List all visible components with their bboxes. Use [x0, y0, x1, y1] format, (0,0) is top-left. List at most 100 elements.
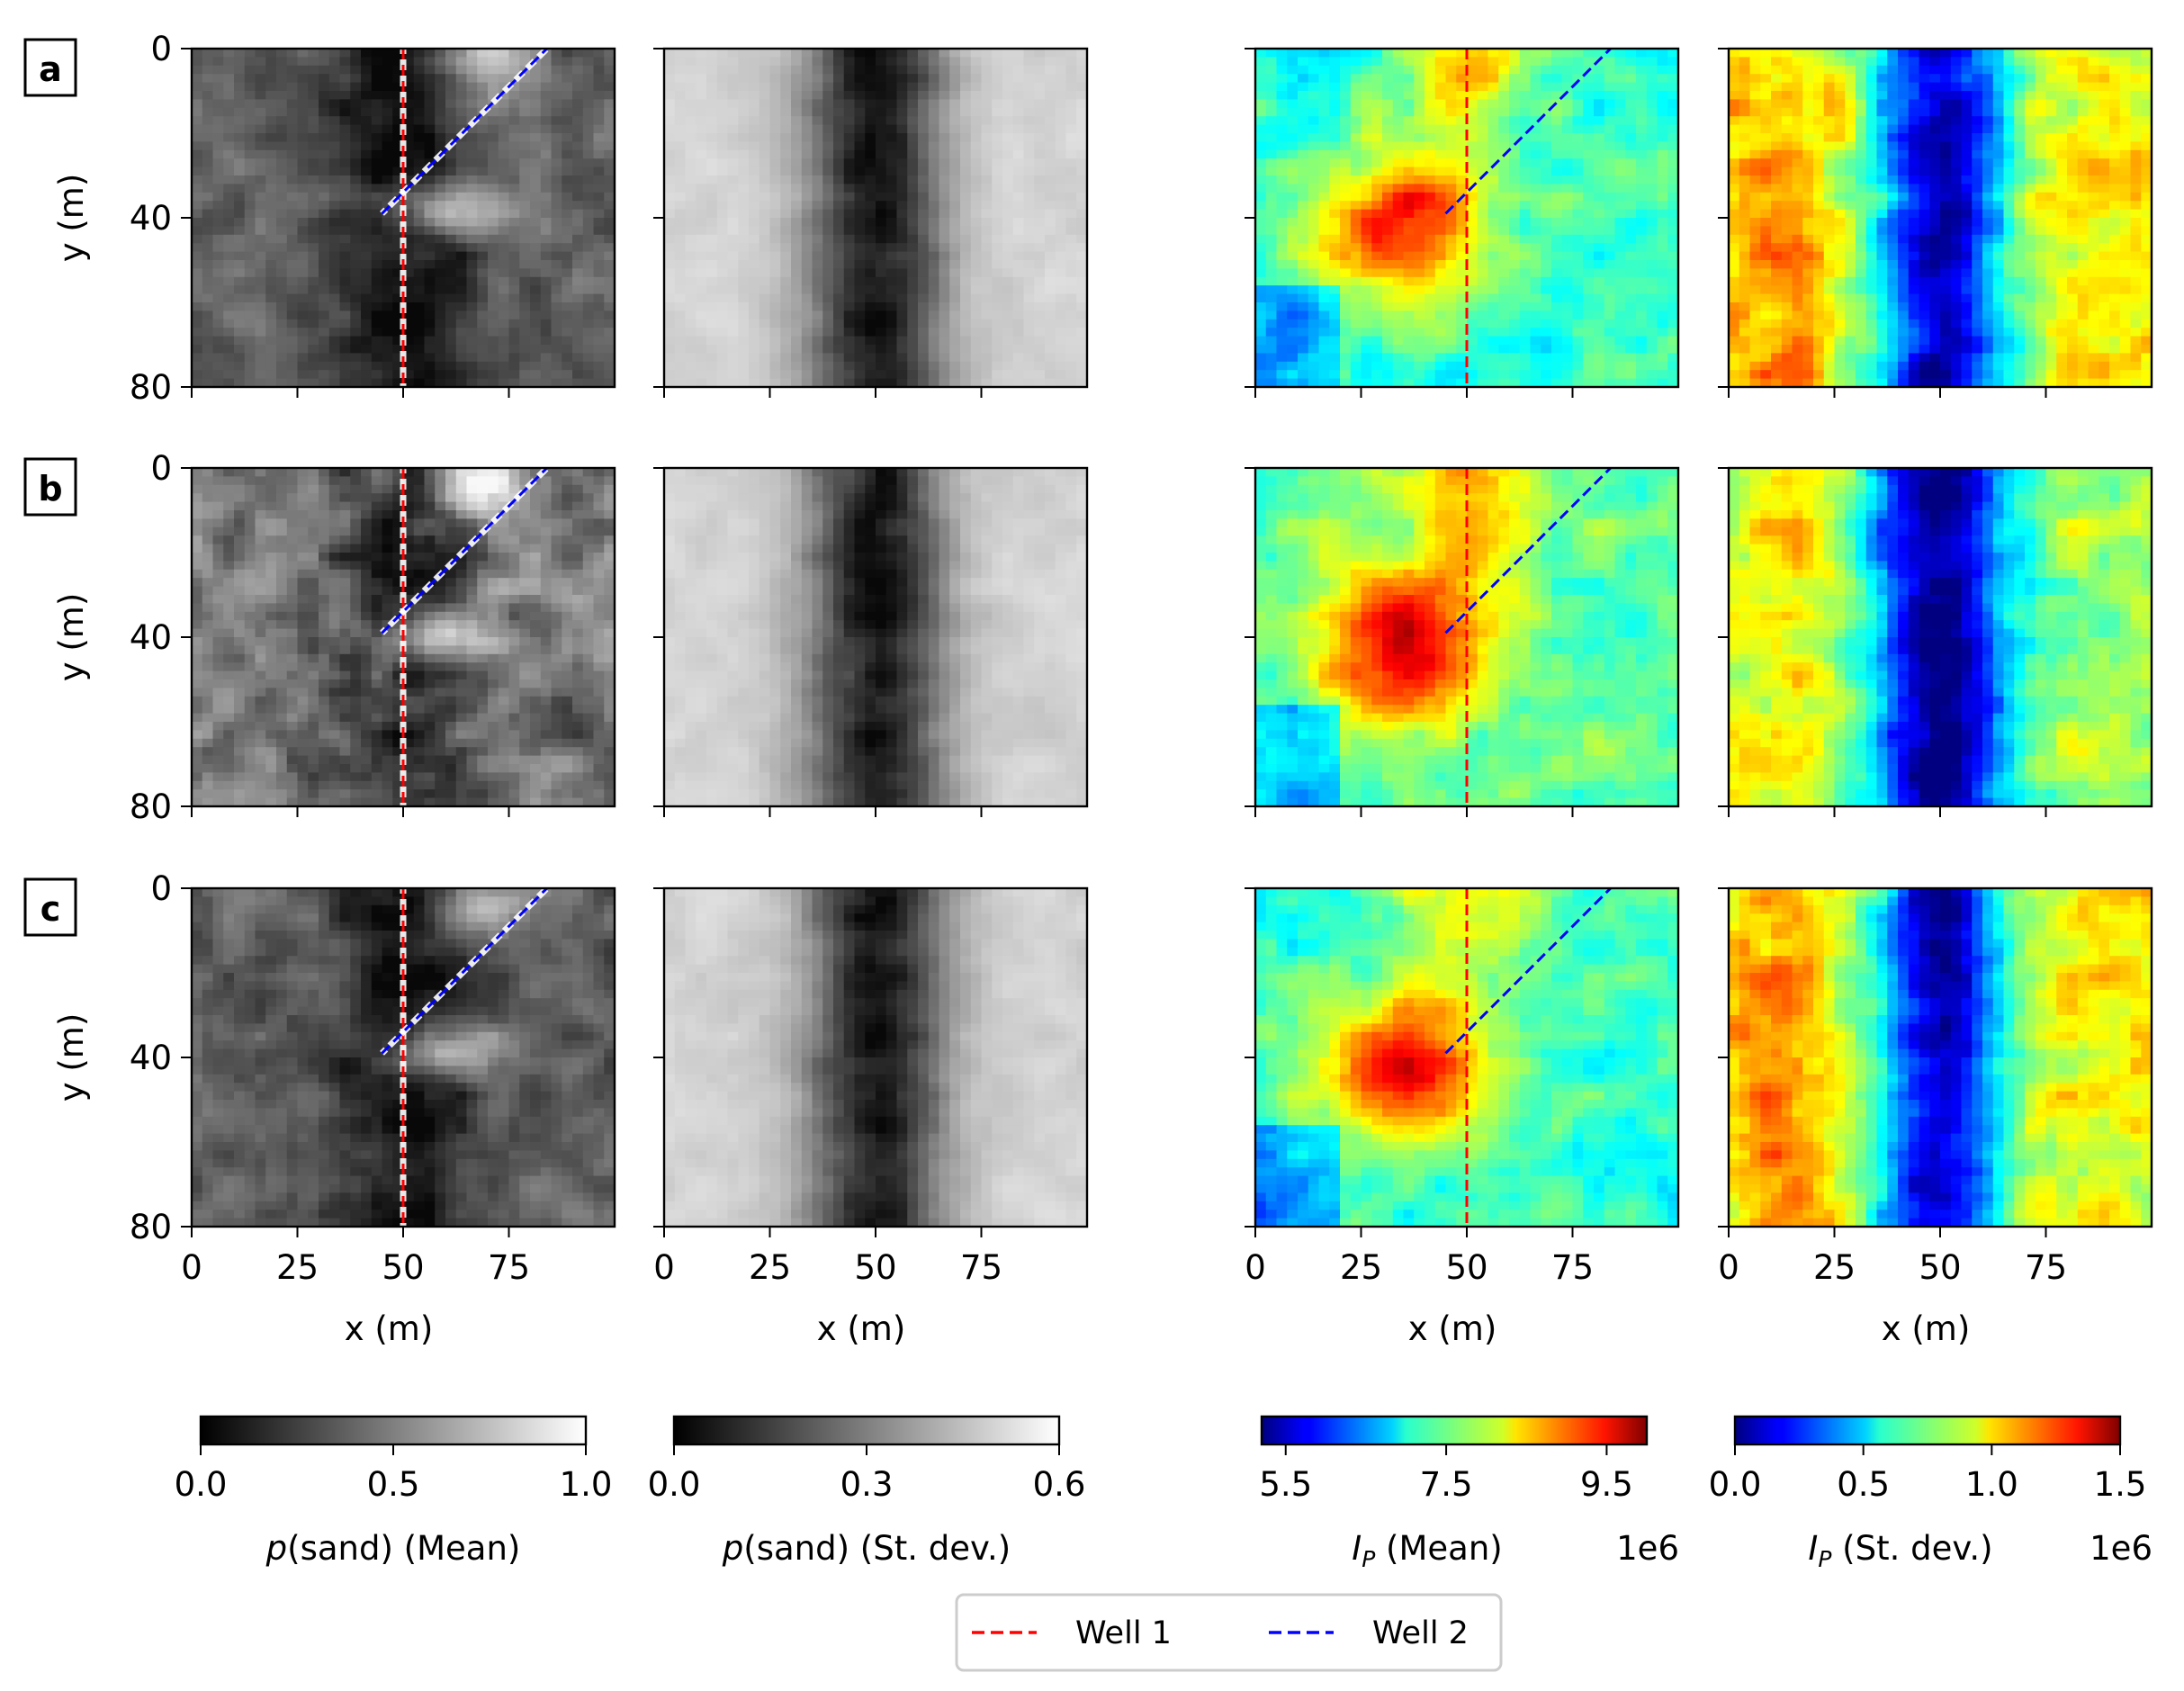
heatmap-cell — [1066, 99, 1077, 108]
heatmap-cell — [425, 66, 436, 75]
heatmap-cell — [562, 285, 572, 294]
heatmap-cell — [1255, 184, 1266, 193]
heatmap-cell — [1034, 125, 1045, 134]
heatmap-cell — [833, 116, 844, 125]
heatmap-cell — [594, 218, 605, 227]
heatmap-cell — [1362, 83, 1372, 92]
heatmap-cell — [1498, 167, 1509, 176]
heatmap-cell — [907, 184, 918, 193]
heatmap-cell — [675, 193, 686, 202]
heatmap-cell — [717, 91, 728, 100]
heatmap-cell — [855, 294, 866, 303]
heatmap-cell — [886, 252, 897, 261]
heatmap-cell — [456, 74, 467, 83]
heatmap-cell — [456, 99, 467, 108]
heatmap-cell — [223, 99, 234, 108]
heatmap-cell — [414, 353, 425, 362]
heatmap-cell — [276, 319, 287, 328]
heatmap-cell — [1446, 252, 1457, 261]
heatmap-cell — [1414, 218, 1425, 227]
heatmap-cell — [425, 125, 436, 134]
heatmap-cell — [886, 49, 897, 58]
heatmap-cell — [1446, 184, 1457, 193]
heatmap-cell — [213, 319, 224, 328]
heatmap-cell — [1488, 337, 1499, 346]
heatmap-cell — [530, 328, 541, 337]
heatmap-cell — [1509, 108, 1520, 117]
heatmap-cell — [1531, 362, 1541, 371]
heatmap-cell — [949, 353, 960, 362]
heatmap-cell — [298, 49, 309, 58]
heatmap-cell — [1340, 226, 1351, 235]
heatmap-cell — [1962, 66, 1973, 75]
heatmap-cell — [1404, 108, 1415, 117]
heatmap-cell — [770, 57, 781, 66]
heatmap-cell — [1319, 226, 1330, 235]
heatmap-cell — [1647, 167, 1658, 176]
heatmap-cell — [1446, 345, 1457, 354]
heatmap-cell — [2131, 74, 2142, 83]
heatmap-cell — [982, 133, 993, 142]
heatmap-cell — [897, 345, 908, 354]
heatmap-cell — [1658, 337, 1668, 346]
heatmap-cell — [686, 353, 697, 362]
heatmap-cell — [833, 184, 844, 193]
heatmap-cell — [1277, 184, 1288, 193]
heatmap-cell — [865, 328, 876, 337]
heatmap-cell — [1340, 302, 1351, 311]
heatmap-cell — [256, 310, 266, 319]
heatmap-cell — [1329, 91, 1340, 100]
heatmap-cell — [1266, 277, 1277, 286]
heatmap-cell — [982, 116, 993, 125]
heatmap-cell — [939, 184, 950, 193]
heatmap-cell — [706, 370, 717, 379]
heatmap-cell — [686, 337, 697, 346]
heatmap-cell — [488, 226, 499, 235]
heatmap-cell — [1551, 353, 1562, 362]
heatmap-cell — [749, 125, 759, 134]
heatmap-cell — [982, 167, 993, 176]
heatmap-cell — [234, 210, 245, 219]
heatmap-cell — [499, 252, 509, 261]
heatmap-cell — [696, 125, 706, 134]
heatmap-cell — [1066, 108, 1077, 117]
heatmap-cell — [1034, 218, 1045, 227]
heatmap-cell — [1531, 184, 1541, 193]
heatmap-cell — [1802, 83, 1813, 92]
heatmap-cell — [435, 268, 445, 277]
heatmap-cell — [918, 268, 929, 277]
heatmap-cell — [319, 226, 329, 235]
heatmap-cell — [604, 201, 615, 210]
heatmap-cell — [202, 83, 213, 92]
heatmap-cell — [1793, 49, 1803, 58]
heatmap-cell — [876, 57, 886, 66]
heatmap-cell — [1414, 99, 1425, 108]
heatmap-cell — [1594, 133, 1604, 142]
heatmap-cell — [256, 319, 266, 328]
heatmap-cell — [519, 302, 530, 311]
heatmap-cell — [1594, 158, 1604, 167]
heatmap-cell — [1382, 201, 1393, 210]
heatmap-cell — [1562, 260, 1573, 269]
heatmap-cell — [1760, 83, 1771, 92]
heatmap-cell — [1531, 243, 1541, 252]
heatmap-cell — [519, 108, 530, 117]
heatmap-cell — [519, 243, 530, 252]
heatmap-cell — [530, 277, 541, 286]
heatmap-cell — [982, 141, 993, 150]
heatmap-cell — [435, 201, 445, 210]
heatmap-cell — [1446, 83, 1457, 92]
heatmap-cell — [308, 74, 319, 83]
heatmap-cell — [1024, 99, 1035, 108]
heatmap-cell — [1425, 277, 1435, 286]
heatmap-cell — [287, 285, 298, 294]
heatmap-cell — [738, 345, 749, 354]
heatmap-cell — [308, 328, 319, 337]
heatmap-cell — [594, 226, 605, 235]
heatmap-cell — [1435, 277, 1446, 286]
heatmap-cell — [604, 252, 615, 261]
heatmap-cell — [414, 125, 425, 134]
heatmap-cell — [1034, 99, 1045, 108]
heatmap-cell — [886, 57, 897, 66]
heatmap-cell — [256, 116, 266, 125]
